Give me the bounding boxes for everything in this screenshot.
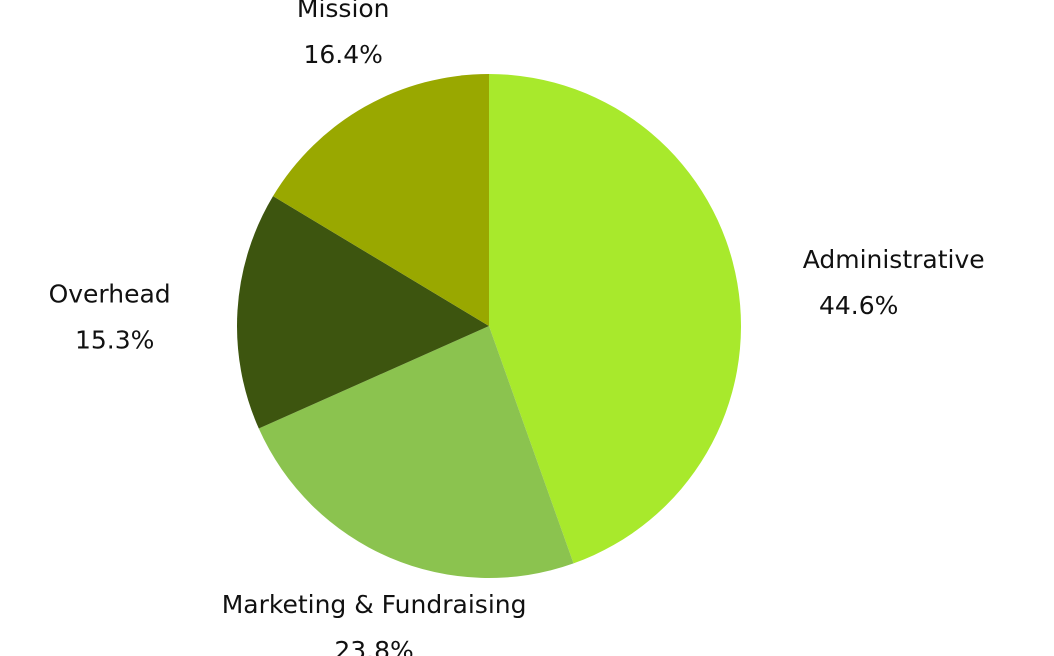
slice-label: Mission [297, 0, 390, 23]
pie-slice [273, 74, 489, 326]
pie-slice [258, 326, 574, 578]
slice-value-label: 15.3% [75, 325, 154, 354]
pie-slice [489, 74, 742, 564]
slice-label: Marketing & Fundraising [222, 590, 527, 619]
pie-slice [237, 196, 489, 429]
slice-value-label: 16.4% [303, 40, 382, 69]
slice-label: Overhead [49, 279, 171, 308]
slice-label: Administrative [803, 245, 985, 274]
slice-value-label: 44.6% [819, 291, 898, 320]
slice-value-label: 23.8% [334, 636, 413, 656]
